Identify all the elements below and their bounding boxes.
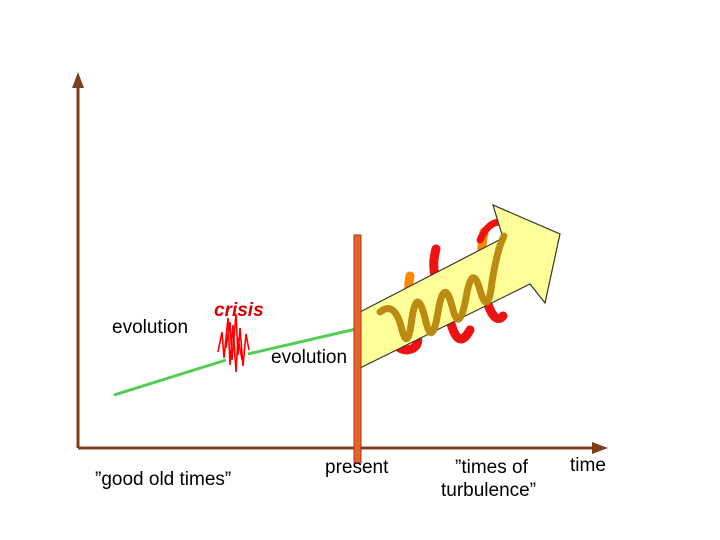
spiral-back-loop-7 — [476, 218, 504, 244]
spiral-front — [376, 232, 508, 343]
crisis-label: crisis — [214, 300, 264, 321]
evolution-trend — [113, 327, 357, 397]
time-axis-label: time — [570, 455, 606, 476]
spiral-back-loop-6 — [482, 297, 508, 323]
times-of-turbulence-line2: turbulence” — [441, 480, 536, 501]
spiral-back-loop-4 — [445, 315, 475, 344]
crisis-zigzag — [217, 313, 250, 373]
trend-segment-1 — [113, 358, 227, 397]
trend-segment-2 — [247, 327, 357, 356]
future-arrow-body — [359, 203, 561, 369]
times-of-turbulence-line1: ”times of — [455, 457, 529, 478]
x-axis-arrowhead — [592, 442, 608, 454]
present-bar — [353, 234, 362, 464]
good-old-times-label: ”good old times” — [95, 469, 231, 490]
evolution-left-label: evolution — [112, 317, 188, 338]
evolution-mid-label: evolution — [271, 347, 347, 368]
crisis-zigzag-2 — [225, 313, 250, 367]
y-axis-arrowhead — [72, 72, 84, 88]
axes — [72, 72, 608, 454]
present-label: present — [325, 457, 389, 478]
